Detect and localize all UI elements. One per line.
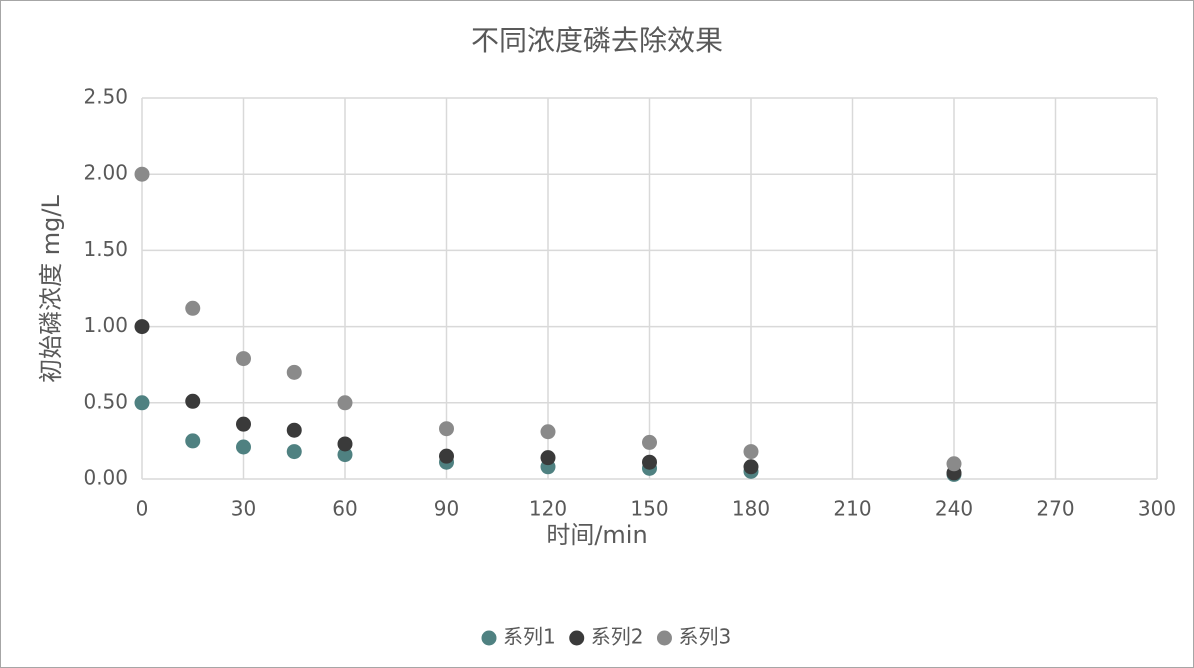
data-point [134, 319, 150, 335]
legend-label: 系列1 [503, 625, 556, 649]
data-point [286, 444, 302, 460]
data-point [337, 395, 353, 411]
data-point [286, 364, 302, 380]
data-point [540, 424, 556, 440]
x-tick-label: 300 [1138, 497, 1176, 521]
x-tick-label: 270 [1036, 497, 1074, 521]
data-point [185, 393, 201, 409]
data-point [540, 450, 556, 466]
data-point [236, 439, 251, 455]
x-tick-label: 120 [529, 497, 567, 521]
y-axis-label: 初始磷浓度 mg/L [37, 195, 65, 383]
legend-label: 系列2 [591, 625, 644, 649]
x-axis-label: 时间/min [546, 521, 647, 549]
legend-marker [569, 630, 585, 646]
legend-marker [656, 630, 672, 646]
data-point [642, 434, 657, 450]
y-tick-label: 0.50 [83, 389, 128, 413]
plot [134, 166, 962, 482]
y-tick-label: 2.00 [83, 161, 128, 185]
y-tick-label: 0.00 [83, 466, 128, 490]
x-tick-label: 90 [434, 497, 459, 521]
data-point [134, 395, 150, 411]
x-tick-label: 180 [732, 497, 770, 521]
data-point [642, 454, 657, 470]
grid: 0.00 0.50 1.00 1.50 2.00 2.50 0 30 60 90 120 150 180… [83, 85, 1176, 521]
data-point [743, 444, 759, 460]
chart-title: 不同浓度磷去除效果 [471, 24, 723, 57]
data-point [337, 447, 353, 463]
data-point [337, 436, 353, 452]
data-point [236, 416, 251, 432]
x-tick-label: 0 [136, 497, 149, 521]
y-tick-label: 1.00 [83, 313, 128, 337]
x-tick-label: 30 [231, 497, 256, 521]
data-point [439, 421, 454, 437]
legend-label: 系列3 [678, 625, 731, 649]
data-point [185, 300, 201, 316]
data-point [743, 459, 759, 475]
x-tick-label: 210 [833, 497, 871, 521]
y-tick-label: 2.50 [83, 85, 128, 109]
y-tick-label: 1.50 [83, 237, 128, 261]
x-tick-label: 240 [935, 497, 973, 521]
x-tick-label: 60 [332, 497, 357, 521]
data-point [439, 448, 454, 464]
data-point [185, 433, 201, 449]
data-point [134, 166, 150, 182]
x-tick-label: 150 [630, 497, 668, 521]
data-point [236, 351, 251, 367]
legend: 系列1 系列2 系列3 [481, 625, 731, 649]
data-point [946, 456, 962, 472]
legend-marker [481, 630, 497, 646]
data-point [286, 422, 302, 438]
